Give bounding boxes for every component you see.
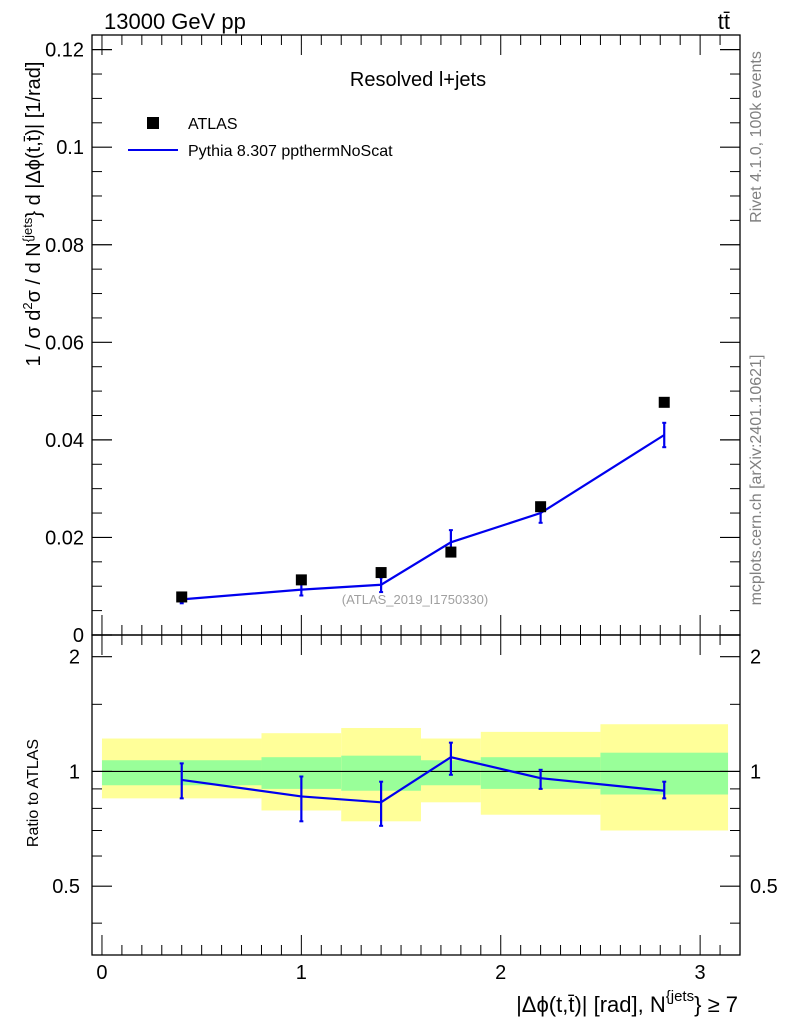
atlas-data-point: [295, 574, 307, 586]
y-tick-label: 0: [73, 625, 84, 647]
ylabel-sup-a: 2: [20, 302, 35, 309]
ratio-curve: [181, 756, 665, 804]
ratio-plot-panel: 0.5 0.5 1 1 2 2 0 1 2 3 Ratio to ATLAS |Δϕ(t,t̄)…: [25, 634, 778, 1017]
analysis-watermark: (ATLAS_2019_I1750330): [342, 592, 488, 607]
atlas-data-point: [445, 546, 457, 558]
header-energy-label: 13000 GeV pp: [104, 9, 246, 34]
y-tick-label: 0.06: [45, 332, 84, 354]
ratio-y-tick-label: 1: [69, 761, 80, 783]
pythia-curve: [181, 434, 665, 601]
y-tick-label: 0.04: [45, 430, 84, 452]
x-tick-label: 2: [495, 962, 506, 984]
xlabel-part-a: |Δϕ(t,t̄)| [rad], N: [516, 992, 666, 1017]
x-tick-label: 0: [96, 962, 107, 984]
atlas-data-point: [535, 501, 547, 513]
main-plot-panel: 0 0.02 0.04 0.06 0.08 0.1 0.12 Resolved l+jets…: [20, 34, 741, 647]
ratio-y-tick-label-right: 1: [750, 761, 761, 783]
atlas-data-point: [658, 396, 670, 408]
x-axis-label: |Δϕ(t,t̄)| [rad], N{jets} ≥ 7: [516, 988, 738, 1017]
x-tick-label: 3: [695, 962, 706, 984]
legend-atlas-label: ATLAS: [188, 116, 238, 133]
ylabel-part-a: 1 / σ d: [23, 310, 45, 367]
atlas-data-point: [176, 591, 188, 603]
main-data-layer: [176, 396, 670, 605]
ratio-y-tick-label-right: 2: [750, 647, 761, 669]
main-y-axis-label: 1 / σ d2σ / d N{jets} d |Δϕ(t,t̄)| [1/ra…: [20, 62, 45, 367]
legend-atlas-marker: [147, 117, 159, 129]
main-y-axis: 0 0.02 0.04 0.06 0.08 0.1 0.12: [45, 40, 740, 647]
main-x-axis: [101, 35, 721, 635]
xlabel-sup: {jets: [666, 988, 694, 1005]
ratio-y-tick-label-right: 0.5: [750, 876, 778, 898]
ylabel-sup-b: {jets: [20, 217, 35, 242]
ratio-x-axis: 0 1 2 3: [96, 635, 721, 984]
y-tick-label: 0.1: [56, 137, 84, 159]
ratio-uncertainty-bands: [101, 724, 729, 831]
ratio-y-axis-label: Ratio to ATLAS: [25, 739, 42, 847]
plot-title: Resolved l+jets: [350, 69, 486, 91]
ratio-plot-frame: [91, 634, 741, 956]
x-tick-label: 1: [296, 962, 307, 984]
y-tick-label: 0.02: [45, 527, 84, 549]
mcplots-source-label: mcplots.cern.ch [arXiv:2401.10621]: [748, 355, 765, 606]
y-tick-label: 0.08: [45, 235, 84, 257]
header-process-label: tt̄: [718, 9, 730, 34]
ratio-y-tick-label: 2: [69, 647, 80, 669]
ylabel-part-c: } d |Δϕ(t,t̄)| [1/rad]: [23, 62, 45, 218]
legend: ATLAS Pythia 8.307 ppthermNoScat: [128, 116, 393, 160]
rivet-version-label: Rivet 4.1.0, 100k events: [748, 51, 765, 223]
ylabel-part-b: σ / d N: [23, 242, 45, 302]
ratio-data-layer: [92, 741, 740, 827]
xlabel-part-b: } ≥ 7: [694, 992, 738, 1017]
atlas-data-point: [375, 567, 387, 579]
ratio-y-tick-label: 0.5: [52, 876, 80, 898]
y-tick-label: 0.12: [45, 40, 84, 62]
legend-pythia-label: Pythia 8.307 ppthermNoScat: [188, 143, 393, 160]
